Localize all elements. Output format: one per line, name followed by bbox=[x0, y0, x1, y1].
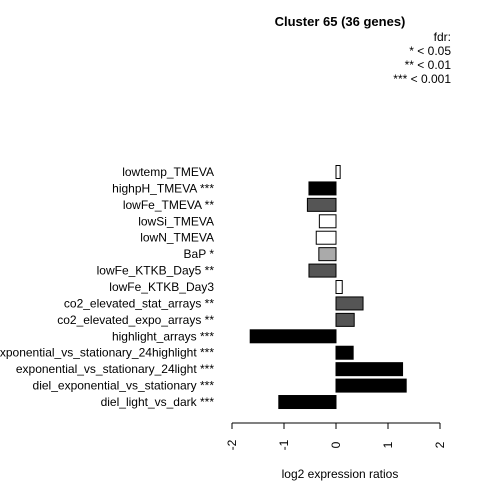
category-label: diel_light_vs_dark *** bbox=[101, 395, 215, 409]
bar bbox=[335, 362, 404, 377]
category-label: lowN_TMEVA bbox=[140, 231, 214, 245]
category-label: lowFe_TMEVA ** bbox=[123, 198, 214, 212]
x-axis: -2 -1 0 1 2 bbox=[225, 422, 447, 450]
legend-title: fdr: bbox=[434, 30, 451, 44]
category-label: BaP * bbox=[184, 247, 215, 261]
category-label: exponential_vs_stationary_24light *** bbox=[16, 362, 214, 376]
bar bbox=[335, 312, 355, 327]
x-tick-label: 2 bbox=[433, 441, 447, 448]
x-tick-label: -1 bbox=[277, 439, 291, 450]
bar bbox=[306, 197, 337, 212]
bar bbox=[308, 263, 337, 278]
x-tick-label: 1 bbox=[381, 441, 395, 448]
chart-legend: fdr: * < 0.05 ** < 0.01 *** < 0.001 bbox=[393, 30, 451, 86]
bar bbox=[315, 230, 337, 245]
bar bbox=[318, 247, 337, 262]
category-label: lowSi_TMEVA bbox=[138, 214, 214, 228]
chart-title: Cluster 65 (36 genes) bbox=[275, 14, 406, 29]
bar bbox=[335, 378, 407, 393]
category-label: lowtemp_TMEVA bbox=[122, 165, 214, 179]
legend-entry: ** < 0.01 bbox=[405, 58, 452, 72]
x-tick-label: -2 bbox=[225, 439, 239, 450]
bar bbox=[335, 296, 364, 311]
legend-entry: * < 0.05 bbox=[409, 44, 451, 58]
category-label: co2_elevated_expo_arrays ** bbox=[57, 313, 214, 327]
category-label: co2_elevated_stat_arrays ** bbox=[64, 296, 214, 310]
category-label: lowFe_KTKB_Day3 bbox=[109, 280, 214, 294]
category-label: exponential_vs_stationary_24highlight **… bbox=[0, 346, 214, 360]
category-label: highpH_TMEVA *** bbox=[112, 181, 214, 195]
bar bbox=[249, 329, 337, 344]
plot-area: lowtemp_TMEVA highpH_TMEVA *** lowFe_TMEVA… bbox=[0, 165, 407, 410]
bar bbox=[318, 214, 337, 229]
x-tick-label: 0 bbox=[329, 441, 343, 448]
category-label: diel_exponential_vs_stationary *** bbox=[33, 379, 215, 393]
bar bbox=[335, 280, 343, 295]
legend-entry: *** < 0.001 bbox=[393, 72, 451, 86]
bar bbox=[335, 345, 354, 360]
category-label: lowFe_KTKB_Day5 ** bbox=[97, 264, 215, 278]
category-label: highlight_arrays *** bbox=[112, 329, 214, 343]
bar bbox=[335, 165, 341, 179]
bar bbox=[278, 395, 337, 410]
x-axis-title: log2 expression ratios bbox=[282, 467, 399, 481]
bar bbox=[308, 181, 337, 196]
